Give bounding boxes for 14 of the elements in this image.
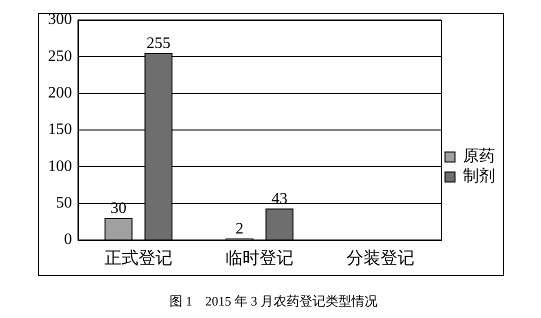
x-tick-label: 正式登记 [104, 248, 172, 268]
x-tick-label: 分装登记 [346, 248, 414, 268]
legend-label: 原药 [463, 147, 495, 166]
data-label: 2 [236, 220, 244, 238]
y-tick-label: 100 [48, 158, 72, 175]
text: 图 1 2015 年 3 月农药登记类型情况 [170, 294, 378, 309]
legend-label: 制剂 [463, 167, 495, 186]
data-label: 255 [146, 35, 170, 52]
y-tick-label: 50 [56, 194, 72, 212]
x-tick-label: 临时登记 [226, 248, 294, 268]
y-tick-label: 0 [64, 231, 72, 248]
y-tick-label: 150 [48, 121, 72, 138]
y-tick-label: 200 [48, 84, 72, 102]
y-tick-label: 250 [48, 48, 72, 65]
